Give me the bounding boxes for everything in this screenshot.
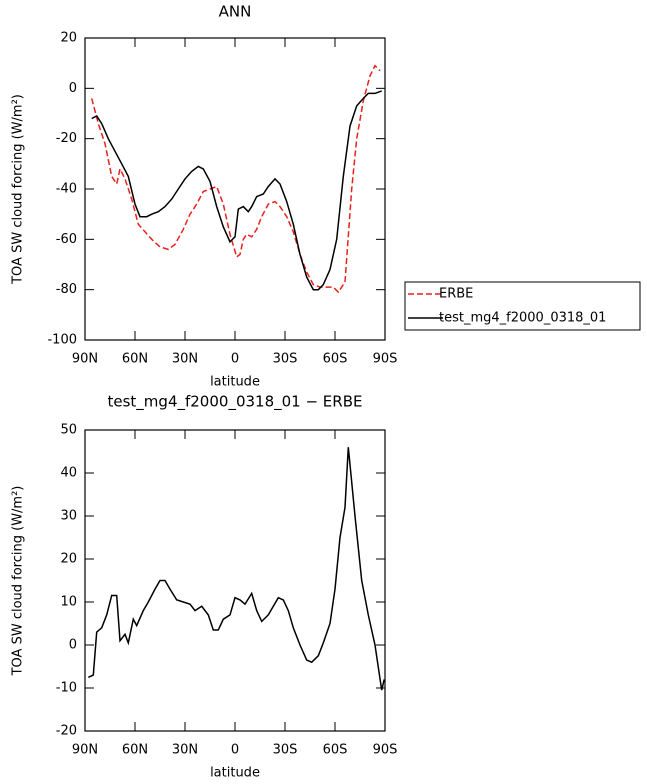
x-tick-label: 30N <box>172 743 198 758</box>
legend-label: test_mg4_f2000_0318_01 <box>439 311 606 326</box>
x-tick-label: 90S <box>373 743 398 758</box>
x-tick-label: 60N <box>122 352 148 367</box>
y-tick-label: 40 <box>60 466 77 481</box>
x-tick-label: 60N <box>122 743 148 758</box>
plot-frame <box>84 37 386 341</box>
x-tick-label: 60S <box>323 352 348 367</box>
y-axis-label: TOA SW cloud forcing (W/m²) <box>11 486 26 677</box>
y-tick-label: 0 <box>69 638 77 653</box>
x-tick-label: 0 <box>231 352 239 367</box>
y-tick-label: -60 <box>56 232 77 247</box>
x-tick-label: 90S <box>373 352 398 367</box>
y-tick-label: 20 <box>60 552 77 567</box>
x-axis-label: latitude <box>210 766 260 781</box>
chart-panel: test_mg4_f2000_0318_01 − ERBE latitude TOA… <box>11 393 398 781</box>
y-tick-label: 10 <box>60 595 77 610</box>
y-tick-label: -40 <box>56 182 77 197</box>
data-line <box>90 64 381 294</box>
y-tick-label: -80 <box>56 282 77 297</box>
y-tick-label: 30 <box>60 509 77 524</box>
legend-label: ERBE <box>439 287 473 302</box>
x-tick-label: 30S <box>273 352 298 367</box>
y-tick-label: -20 <box>56 131 77 146</box>
y-tick-label: -20 <box>56 724 77 739</box>
chart-title: ANN <box>219 3 252 21</box>
data-line <box>87 447 385 691</box>
y-tick-label: 50 <box>60 423 77 438</box>
x-tick-label: 90N <box>72 352 98 367</box>
legend-frame <box>404 281 641 331</box>
y-tick-label: -100 <box>47 333 77 348</box>
data-line <box>91 90 382 291</box>
y-axis-label: TOA SW cloud forcing (W/m²) <box>11 94 26 285</box>
x-tick-label: 30N <box>172 352 198 367</box>
x-tick-label: 30S <box>273 743 298 758</box>
y-tick-label: 20 <box>60 31 77 46</box>
x-tick-label: 90N <box>72 743 98 758</box>
x-tick-label: 0 <box>231 743 239 758</box>
y-tick-label: 0 <box>69 81 77 96</box>
y-tick-label: -10 <box>56 681 77 696</box>
plot-frame <box>84 429 386 732</box>
chart-panel: ANN latitude TOA SW cloud forcing (W/m²) -1… <box>11 3 641 390</box>
x-axis-label: latitude <box>210 375 260 390</box>
x-tick-label: 60S <box>323 743 348 758</box>
chart-title: test_mg4_f2000_0318_01 − ERBE <box>108 393 363 412</box>
